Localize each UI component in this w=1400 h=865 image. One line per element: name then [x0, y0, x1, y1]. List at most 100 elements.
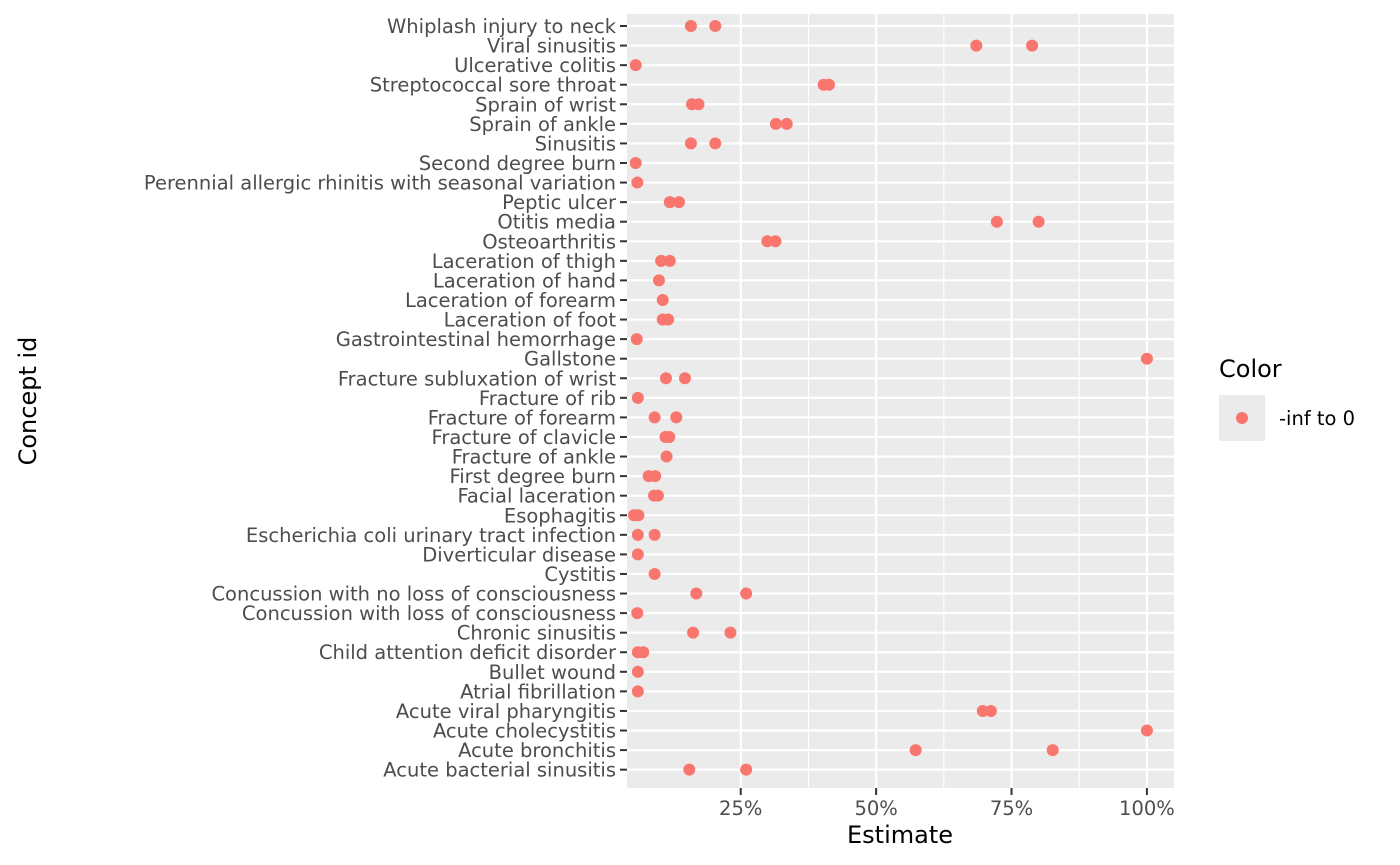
- y-tick-label: Acute bronchitis: [458, 739, 616, 762]
- y-tick-label: Acute bacterial sinusitis: [383, 759, 616, 782]
- x-tick-label: 25%: [719, 797, 762, 820]
- data-point: [1026, 39, 1039, 52]
- x-tick-label: 100%: [1119, 797, 1175, 820]
- y-tick-label: Fracture of clavicle: [432, 426, 616, 449]
- data-point: [823, 78, 836, 91]
- y-tick-label: Concussion with loss of consciousness: [242, 602, 616, 625]
- y-tick-label: Peptic ulcer: [502, 191, 617, 214]
- data-point: [651, 489, 664, 502]
- data-point: [631, 391, 644, 404]
- data-point: [678, 372, 691, 385]
- y-tick-label: Sprain of ankle: [469, 113, 616, 136]
- data-point: [1140, 352, 1153, 365]
- y-tick-label: Fracture of forearm: [428, 406, 616, 429]
- legend: Color -inf to 0: [1219, 355, 1355, 441]
- y-tick-label: Child attention deficit disorder: [319, 641, 617, 664]
- data-point: [663, 254, 676, 267]
- data-point: [629, 59, 642, 72]
- y-tick-label: Second degree burn: [419, 152, 616, 175]
- y-tick-label: Gallstone: [524, 348, 616, 371]
- data-point: [648, 528, 661, 541]
- y-tick-label: Streptococcal sore throat: [370, 74, 617, 97]
- data-point: [656, 293, 669, 306]
- data-point: [631, 548, 644, 561]
- data-point: [670, 411, 683, 424]
- y-tick-label: Atrial fibrillation: [460, 680, 616, 703]
- data-point: [631, 528, 644, 541]
- data-point: [652, 274, 665, 287]
- y-tick-label: Whiplash injury to neck: [387, 15, 617, 38]
- data-point: [631, 685, 644, 698]
- y-tick-label: Laceration of forearm: [405, 289, 616, 312]
- data-point: [1032, 215, 1045, 228]
- data-point: [684, 20, 697, 32]
- data-point: [629, 156, 642, 169]
- data-point: [970, 39, 983, 52]
- legend-key-dot: [1236, 412, 1248, 424]
- y-tick-label: Laceration of hand: [433, 269, 616, 292]
- data-point: [672, 196, 685, 209]
- data-point: [631, 665, 644, 678]
- data-point: [660, 450, 673, 463]
- y-tick-label: Cystitis: [544, 563, 616, 586]
- data-point: [990, 215, 1003, 228]
- data-point: [659, 372, 672, 385]
- data-point: [740, 587, 753, 600]
- y-tick-label: Osteoarthritis: [482, 230, 616, 253]
- x-axis-title: Estimate: [847, 821, 953, 849]
- x-tick-label: 75%: [990, 797, 1033, 820]
- y-tick-label: Fracture of rib: [479, 387, 616, 410]
- data-point: [687, 626, 700, 639]
- data-point: [630, 333, 643, 346]
- y-tick-label: Ulcerative colitis: [454, 54, 616, 77]
- data-point: [709, 20, 722, 32]
- y-tick-label: Concussion with no loss of consciousness: [211, 583, 616, 606]
- data-point: [692, 98, 705, 111]
- y-tick-label: Bullet wound: [489, 661, 616, 684]
- data-point: [683, 763, 696, 776]
- data-point: [648, 567, 661, 580]
- y-tick-label: Escherichia coli urinary tract infection: [246, 524, 616, 547]
- data-point: [769, 117, 782, 130]
- y-tick-label: Chronic sinusitis: [457, 622, 616, 645]
- data-point: [724, 626, 737, 639]
- data-point: [663, 196, 676, 209]
- data-point: [740, 763, 753, 776]
- data-point: [709, 137, 722, 150]
- y-tick-label: First degree burn: [449, 465, 616, 488]
- y-axis-title: Concept id: [14, 337, 42, 466]
- data-point: [662, 313, 675, 326]
- y-tick-label: Viral sinusitis: [487, 35, 616, 58]
- data-point: [769, 235, 782, 248]
- y-tick-label: Sprain of wrist: [475, 93, 616, 116]
- data-point: [909, 744, 922, 757]
- data-point: [631, 176, 644, 189]
- data-point: [780, 117, 793, 130]
- data-points: [628, 20, 1153, 776]
- data-point: [632, 509, 645, 522]
- x-axis: 25% 50% 75% 100%: [719, 788, 1175, 820]
- y-tick-label: Laceration of foot: [444, 309, 617, 332]
- legend-label: -inf to 0: [1279, 407, 1355, 430]
- data-point: [690, 587, 703, 600]
- y-tick-label: Fracture subluxation of wrist: [338, 367, 617, 390]
- x-tick-label: 50%: [854, 797, 897, 820]
- data-point: [1046, 744, 1059, 757]
- data-point: [631, 607, 644, 620]
- data-point: [984, 704, 997, 717]
- legend-title: Color: [1219, 355, 1282, 383]
- data-point: [649, 470, 662, 483]
- y-tick-label: Facial laceration: [458, 485, 617, 508]
- data-point: [648, 411, 661, 424]
- y-tick-label: Esophagitis: [504, 504, 616, 527]
- data-point: [637, 646, 650, 659]
- y-tick-label: Acute viral pharyngitis: [396, 700, 616, 723]
- y-tick-label: Sinusitis: [535, 132, 616, 155]
- data-point: [655, 254, 668, 267]
- y-tick-label: Diverticular disease: [422, 543, 616, 566]
- data-point: [663, 430, 676, 443]
- y-tick-label: Laceration of thigh: [432, 250, 616, 273]
- y-tick-label: Fracture of ankle: [452, 446, 616, 469]
